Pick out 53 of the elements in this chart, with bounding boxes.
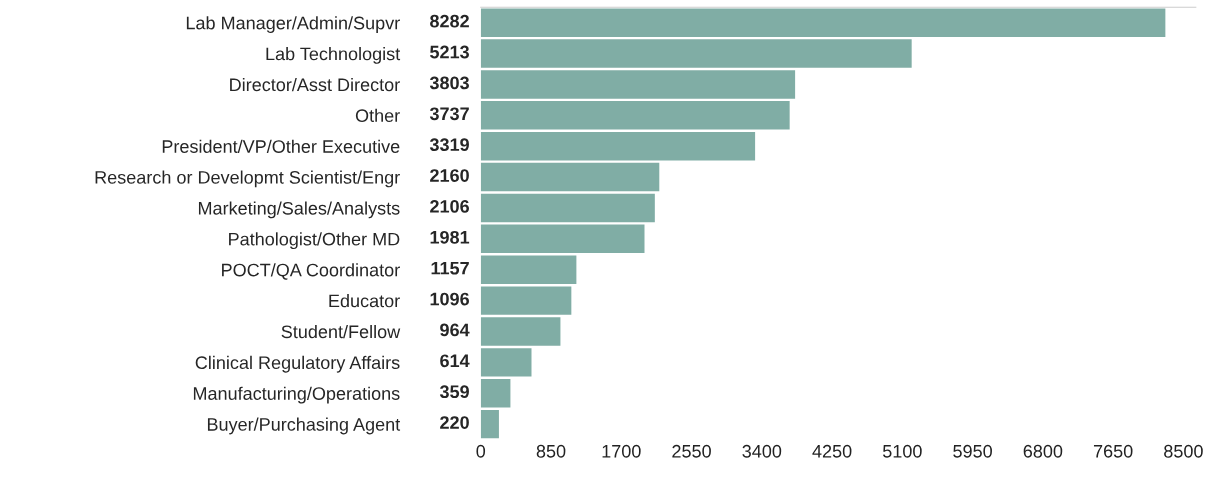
x-tick-label: 4250 bbox=[812, 444, 852, 458]
bar bbox=[480, 162, 660, 192]
y-tick-label: Student/Fellow bbox=[281, 324, 401, 339]
data-label: 614 bbox=[440, 354, 470, 368]
data-label: 2106 bbox=[430, 200, 469, 213]
x-tick-label: 2550 bbox=[672, 444, 711, 458]
data-label: 964 bbox=[440, 323, 470, 337]
data-label: 3319 bbox=[429, 138, 469, 152]
data-label: 8282 bbox=[430, 14, 469, 28]
y-tick-label: Pathologist/Other MD bbox=[229, 232, 400, 250]
y-tick-label: Clinical Regulatory Affairs bbox=[195, 355, 400, 373]
y-tick-label: Other bbox=[355, 108, 400, 123]
x-tick-label: 8500 bbox=[1164, 444, 1203, 458]
y-tick-label: Research or Developmt Scientist/Engr bbox=[95, 170, 400, 188]
x-tick-label: 0 bbox=[476, 444, 486, 458]
data-label: 3737 bbox=[429, 107, 469, 121]
data-label: 5213 bbox=[430, 45, 469, 59]
y-tick-label: Manufacturing/Operations bbox=[193, 386, 400, 404]
x-tick-label: 5950 bbox=[953, 444, 992, 458]
y-tick-label: Marketing/Sales/Analysts bbox=[198, 201, 400, 219]
bar bbox=[480, 255, 577, 284]
bar bbox=[480, 8, 1166, 37]
y-tick-label: Lab Manager/Admin/Supvr bbox=[186, 16, 400, 33]
data-label: 359 bbox=[439, 385, 469, 399]
x-tick-label: 1700 bbox=[602, 444, 641, 458]
bar bbox=[480, 286, 572, 315]
x-tick-label: 3400 bbox=[742, 444, 782, 458]
x-tick-label: 850 bbox=[536, 444, 566, 458]
bar bbox=[480, 317, 561, 346]
bar bbox=[480, 193, 655, 223]
x-tick-label: 7650 bbox=[1093, 444, 1133, 458]
y-tick-label: POCT/QA Coordinator bbox=[222, 263, 400, 280]
y-tick-label: President/VP/Other Executive bbox=[162, 139, 400, 153]
y-tick-label: Buyer/Purchasing Agent bbox=[207, 417, 401, 435]
data-label: 1157 bbox=[431, 261, 469, 275]
data-label: 2160 bbox=[430, 169, 469, 182]
bar bbox=[480, 224, 645, 254]
data-label: 220 bbox=[440, 416, 469, 429]
bar bbox=[480, 348, 532, 377]
data-label: 1981 bbox=[430, 230, 470, 244]
bar bbox=[480, 409, 499, 439]
y-tick-label: Educator bbox=[329, 294, 400, 308]
bar bbox=[480, 379, 511, 408]
y-tick-label: Director/Asst Director bbox=[230, 77, 400, 92]
bar bbox=[480, 101, 790, 130]
x-tick-label: 5100 bbox=[882, 444, 922, 458]
bar bbox=[480, 131, 756, 161]
x-tick-label: 6800 bbox=[1023, 444, 1063, 458]
y-tick-label: Lab Technologist bbox=[266, 47, 401, 64]
data-label: 1096 bbox=[430, 292, 469, 306]
bar bbox=[480, 70, 796, 99]
bar bbox=[480, 39, 912, 68]
data-label: 3803 bbox=[429, 76, 469, 90]
